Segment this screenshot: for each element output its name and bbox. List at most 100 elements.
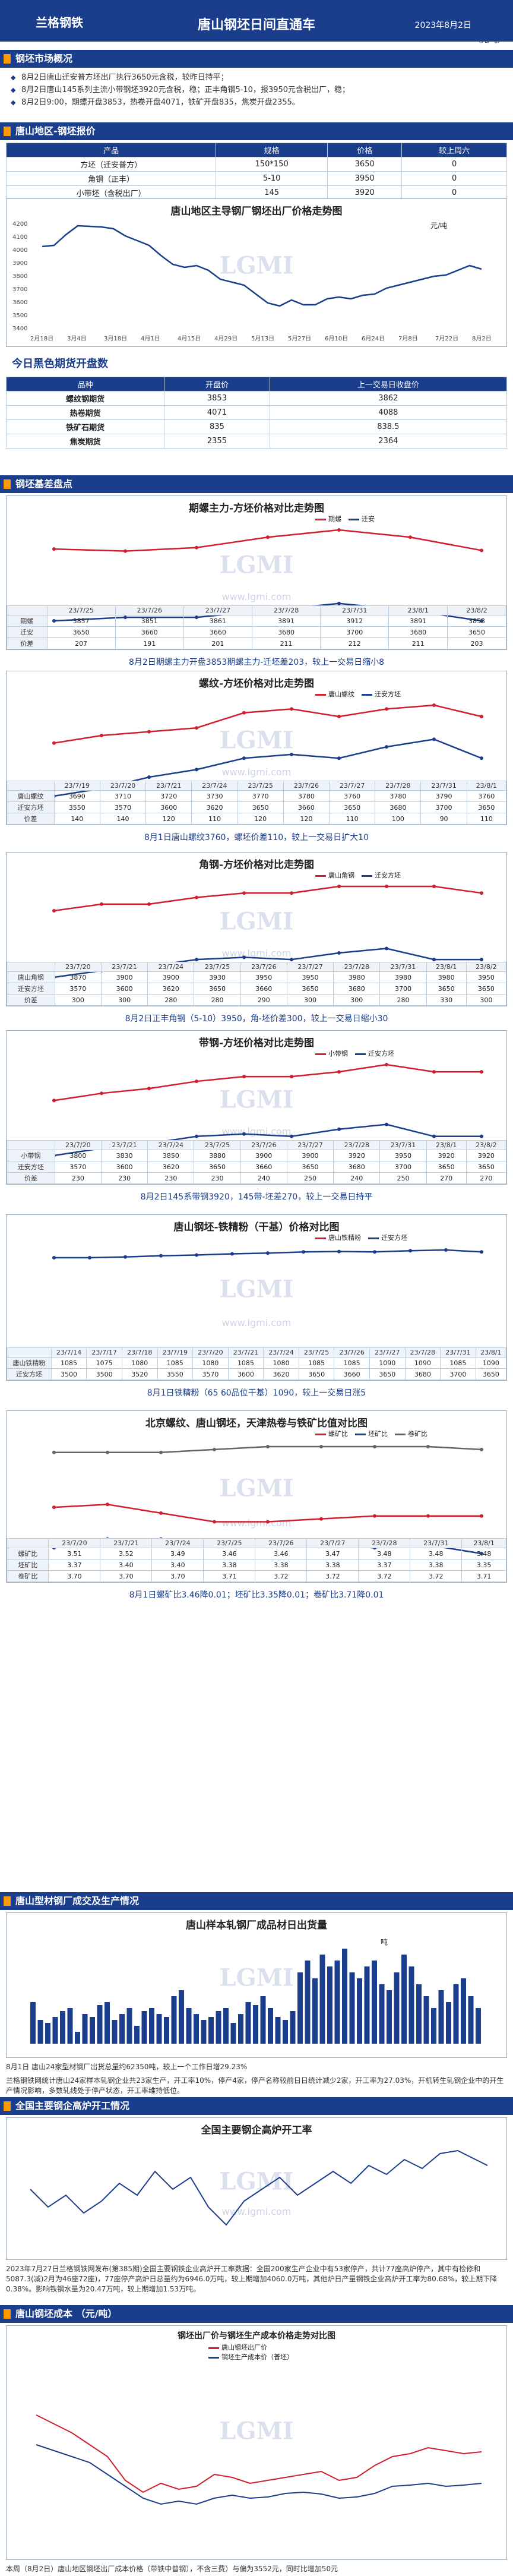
c4-data-table: 23/7/20 23/7/21 23/7/24 23/7/25 23/7/26 23/7/… [7, 962, 507, 1006]
market-heading: 钢坯市场概况 [0, 50, 513, 68]
table-row: 迁安方坯 3570 3600 3620 3650 3660 3650 3680 3700 3650… [7, 1161, 507, 1173]
basis-section: 钢坯基差盘点 [0, 475, 513, 493]
watermark-logo: LGMI [219, 1963, 294, 1992]
c2-note: 8月2日期螺主力开盘3853期螺主力-迁坯差203，较上一交易日缩小8 [128, 658, 385, 667]
table-row: 方坯（迁安普方） 150*150 3650 0 [5, 157, 507, 172]
c4-chart: 角钢-方坯价格对比走势图 唐山角钢 迁安方坯 LGMI www.lgmi.com … [6, 852, 507, 1006]
col-header: 规格 [216, 143, 328, 157]
c4-block: 角钢-方坯价格对比走势图 唐山角钢 迁安方坯 LGMI www.lgmi.com … [0, 850, 513, 1028]
brand-logo: 兰格钢铁 [36, 15, 83, 30]
table-row: 铁矿石期货 835 838.5 [5, 419, 508, 434]
table-row: 价差 140 140 120 110 120 120 110 100 90 110 [7, 813, 507, 825]
list-item: 8月2日唐山145系列主流小带钢坯3920元含税，稳；正丰角钢5-10，报395… [11, 84, 502, 96]
watermark-logo: LGMI [219, 551, 294, 579]
report-date: 2023年8月2日 [414, 21, 471, 30]
cost-caption: 本周（8月2日）唐山地区钢坯出厂成本价格（带铁中普钢），不含三费）与偏为3552… [6, 2565, 338, 2573]
chart-title: 唐山样本轧钢厂成品材日出货量 [186, 1920, 327, 1931]
shipment-section: 唐山型材钢厂成交及生产情况 唐山样本轧钢厂成品材日出货量 吨 LGMI 8月1日… [0, 1892, 513, 2098]
svg-text:2月18日: 2月18日 [30, 335, 53, 342]
svg-text:3500: 3500 [12, 312, 27, 319]
table-row: 价差 230 230 230 230 240 250 240 250 270 270 [7, 1172, 507, 1184]
table-row: 唐山螺纹 3690 3710 3720 3730 3770 3780 3760 3780 3790… [7, 790, 507, 802]
market-section: 钢坯市场概况 8月2日唐山迁安普方坯出厂执行3650元含税，较昨日持平； 8月2… [0, 50, 513, 112]
table-row: 小带钢 3800 3830 3850 3880 3900 3900 3920 3950 3920 3… [7, 1150, 507, 1161]
c2-block: 期螺主力-方坯价格对比走势图 期螺 迁安 LGMI www.lgmi.com 23… [0, 493, 513, 671]
watermark-logo: LGMI [219, 1085, 294, 1114]
chart-legend: 唐山螺纹 迁安方坯 [315, 689, 408, 699]
furnace-caption: 2023年7月27日兰格钢铁网发布(第385期)全国主要钢铁企业高炉开工率数据：… [6, 2265, 498, 2293]
c5-data-table: 23/7/20 23/7/21 23/7/24 23/7/25 23/7/26 23/7/… [7, 1140, 507, 1184]
c3-data-table: 23/7/19 23/7/20 23/7/21 23/7/24 23/7/25 23/7/… [7, 781, 507, 825]
svg-text:8月2日: 8月2日 [472, 335, 492, 342]
table-row: 期螺 3857 3851 3861 3891 3912 3891 3853 [7, 615, 506, 627]
c7-chart: 北京螺纹、唐山钢坯，天津热卷与铁矿比值对比图 螺矿比 坯矿比 卷矿比 LGMI ww… [6, 1410, 507, 1583]
col-header: 品种 [5, 377, 165, 392]
svg-text:7月22日: 7月22日 [435, 335, 458, 342]
chart-title: 唐山地区主导钢厂钢坯出厂价格走势图 [170, 206, 343, 217]
c6-chart: 唐山钢坯-铁精粉（干基）价格对比图 唐山铁精粉 迁安方坯 LGMI www.lgm… [6, 1214, 507, 1381]
col-header: 产品 [5, 143, 217, 157]
c3-note: 8月1日唐山螺纹3760，螺坯价差110，较上一交易日扩大10 [144, 833, 369, 842]
table-row: 价差 300 300 280 280 290 300 300 280 330 300 [7, 994, 507, 1006]
svg-text:4月29日: 4月29日 [214, 335, 238, 342]
c5-block: 带钢-方坯价格对比走势图 小带钢 迁安方坯 LGMI www.lgmi.com 2… [0, 1028, 513, 1206]
report-title: 唐山钢坯日间直通车 [197, 18, 315, 33]
shipment-chart: 唐山样本轧钢厂成品材日出货量 吨 LGMI [6, 1912, 507, 2058]
c7-data-table: 23/7/20 23/7/21 23/7/24 23/7/25 23/7/26 23/7/… [6, 1538, 506, 1582]
watermark-url: www.lgmi.com [221, 766, 292, 778]
table-row: 角钢（正丰） 5-10 3950 0 [5, 171, 507, 186]
furnace-heading: 全国主要钢企高炉开工情况 [0, 2097, 513, 2115]
market-list: 8月2日唐山迁安普方坯出厂执行3650元含税，较昨日持平； 8月2日唐山145系… [0, 68, 513, 112]
table-row: 焦炭期货 2355 2364 [5, 434, 508, 449]
c2-data-table: 23/7/25 23/7/26 23/7/27 23/7/28 23/7/31 23/8/… [7, 605, 506, 649]
table-row: 迁安方坯 3550 3570 3600 3620 3650 3660 3650 3680 3700… [7, 801, 507, 813]
watermark-logo: LGMI [219, 1474, 294, 1502]
table-row: 价差 207 191 201 211 212 211 203 [7, 637, 506, 649]
c5-chart: 带钢-方坯价格对比走势图 小带钢 迁安方坯 LGMI www.lgmi.com 2… [6, 1030, 507, 1185]
svg-text:3月4日: 3月4日 [67, 335, 87, 342]
svg-text:3700: 3700 [12, 286, 27, 293]
futures-section: 今日黑色期货开盘数 品种 开盘价 上一交易日收盘价 螺纹钢期货 3853 3862 热卷… [0, 349, 513, 449]
svg-text:4100: 4100 [12, 234, 27, 241]
shipment-bars [30, 1949, 481, 2044]
svg-text:5月13日: 5月13日 [251, 335, 274, 342]
chart-title: 北京螺纹、唐山钢坯，天津热卷与铁矿比值对比图 [145, 1418, 368, 1429]
futures-heading: 今日黑色期货开盘数 [12, 358, 108, 370]
col-header: 价格 [327, 143, 403, 157]
billet-heading: 唐山地区-钢坯报价 [0, 122, 513, 140]
table-row: 迁安方坯 3570 3600 3620 3650 3660 3650 3680 3700 3650… [7, 983, 507, 995]
chart-title: 钢坯出厂价与钢坯生产成本价格走势对比图 [178, 2331, 335, 2341]
table-row: 迁安 3650 3660 3660 3680 3700 3680 3650 [7, 626, 506, 638]
furnace-chart: 全国主要钢企高炉开工率 LGMI www.lgmi.com [6, 2117, 507, 2260]
c6-data-table: 23/7/14 23/7/17 23/7/18 23/7/19 23/7/20 23/7/… [7, 1347, 507, 1380]
svg-text:3月18日: 3月18日 [104, 335, 127, 342]
c7-note: 8月1日螺矿比3.46降0.01；坯矿比3.35降0.01；卷矿比3.71降0.… [129, 1590, 384, 1600]
cost-heading: 唐山钢坯成本 （元/吨） [0, 2305, 513, 2323]
table-row: 小带坯（含税出厂） 145 3920 0 [5, 185, 507, 200]
col-header: 开盘价 [164, 377, 270, 392]
table-row: 唐山角钢 3870 3900 3900 3930 3950 3950 3980 3980 3980… [7, 971, 507, 983]
furnace-svg [30, 2149, 488, 2226]
col-header: 较上周六 [401, 143, 507, 157]
c7-block: 北京螺纹、唐山钢坯，天津热卷与铁矿比值对比图 螺矿比 坯矿比 卷矿比 LGMI ww… [0, 1408, 513, 1604]
svg-text:3400: 3400 [12, 326, 27, 332]
table-row: 螺纹钢期货 3853 3862 [5, 391, 508, 406]
c3-block: 螺纹-方坯价格对比走势图 唐山螺纹 迁安方坯 LGMI www.lgmi.com … [0, 668, 513, 847]
svg-text:7月8日: 7月8日 [398, 335, 418, 342]
watermark-url: www.lgmi.com [221, 591, 292, 602]
watermark-logo: LGMI [219, 1275, 294, 1303]
unit-label: （元/吨） [473, 36, 505, 44]
chart-title: 带钢-方坯价格对比走势图 [198, 1037, 315, 1049]
c3-chart: 螺纹-方坯价格对比走势图 唐山螺纹 迁安方坯 LGMI www.lgmi.com … [6, 671, 507, 825]
futures-table: 品种 开盘价 上一交易日收盘价 螺纹钢期货 3853 3862 热卷期货 4071 4088… [5, 377, 508, 449]
watermark-logo: LGMI [219, 726, 294, 755]
svg-text:3800: 3800 [12, 273, 27, 280]
cost-chart: 钢坯出厂价与钢坯生产成本价格走势对比图 唐山钢坯出厂价 钢坯生产成本价（普坯） … [6, 2325, 507, 2560]
svg-text:6月10日: 6月10日 [325, 335, 348, 342]
chart-billet-trend: 唐山地区主导钢厂钢坯出厂价格走势图 元/吨 LGMI 4200 4100 4000 3… [6, 198, 507, 347]
svg-text:5月27日: 5月27日 [288, 335, 311, 342]
chart-legend: 唐山铁精粉 迁安方坯 [315, 1233, 414, 1242]
chart-unit: 吨 [380, 1938, 388, 1946]
chart-title: 角钢-方坯价格对比走势图 [198, 859, 315, 871]
c6-note: 8月1日铁精粉（65 60品位干基）1090，较上一交易日涨5 [147, 1388, 366, 1398]
